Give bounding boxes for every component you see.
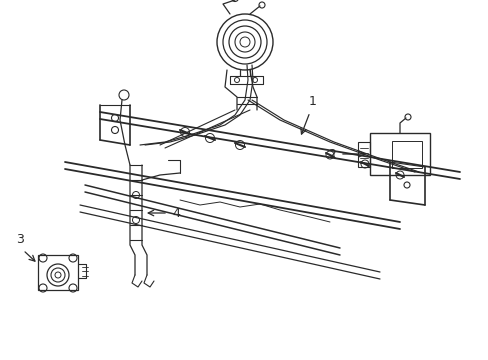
Text: 3: 3 (16, 233, 24, 246)
Text: 2: 2 (327, 148, 335, 161)
Text: 4: 4 (172, 207, 180, 220)
Bar (38, 255, 78, 290)
Text: 1: 1 (308, 95, 316, 108)
Bar (357, 142, 369, 167)
Bar (369, 133, 429, 175)
Bar (391, 141, 421, 168)
